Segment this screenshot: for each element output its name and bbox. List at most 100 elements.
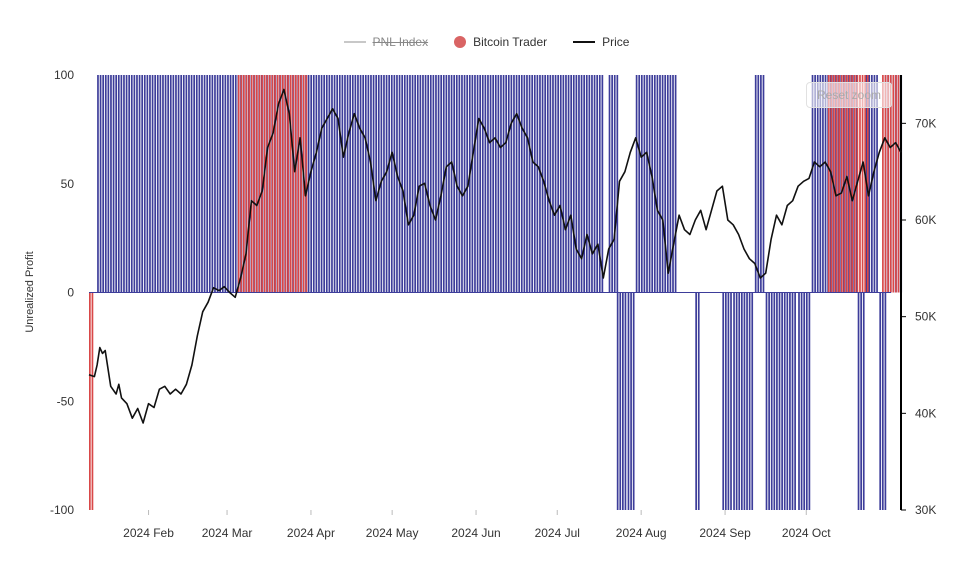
pnl-index-bar	[406, 75, 409, 293]
bitcoin-trader-bar	[840, 75, 843, 293]
pnl-index-bar	[562, 75, 565, 293]
pnl-index-bar	[208, 75, 211, 293]
pnl-index-bar	[445, 75, 448, 293]
pnl-index-bar	[860, 292, 862, 510]
pnl-index-bar	[697, 292, 700, 510]
pnl-index-bar	[310, 75, 313, 293]
pnl-index-bar	[346, 75, 349, 293]
pnl-index-bar	[552, 75, 554, 293]
bitcoin-trader-bar	[282, 75, 284, 293]
bitcoin-trader-bar	[292, 75, 295, 293]
pnl-index-bar	[762, 75, 765, 293]
pnl-index-bar	[616, 292, 619, 510]
y2-tick-label: 60K	[915, 213, 936, 227]
pnl-index-bar	[760, 75, 762, 293]
pnl-index-bar	[458, 75, 461, 293]
pnl-index-bar	[811, 75, 814, 293]
bitcoin-trader-bar	[830, 75, 833, 293]
pnl-index-bar	[214, 75, 216, 293]
pnl-index-bar	[768, 292, 770, 510]
pnl-index-bar	[487, 75, 489, 293]
pnl-index-bar	[481, 75, 484, 293]
pnl-index-bar	[331, 75, 333, 293]
bitcoin-trader-bar	[253, 75, 256, 293]
bitcoin-trader-bar	[243, 75, 245, 293]
pnl-index-bar	[396, 75, 398, 293]
bitcoin-trader-bar	[838, 75, 841, 293]
pnl-index-bar	[362, 75, 365, 293]
pnl-index-bar	[234, 75, 237, 293]
legend-item-price[interactable]: Price	[573, 35, 629, 49]
bitcoin-trader-bar	[250, 75, 253, 293]
legend-item-bitcoin-trader[interactable]: Bitcoin Trader	[454, 35, 547, 49]
legend-label-price: Price	[602, 35, 630, 49]
pnl-index-bar	[674, 75, 677, 293]
bitcoin-trader-bar	[835, 75, 838, 293]
pnl-index-bar	[492, 75, 495, 293]
pnl-index-bar	[549, 75, 552, 293]
y-tick-label: 0	[67, 286, 74, 300]
pnl-index-bar	[632, 292, 635, 510]
pnl-index-bar	[138, 75, 141, 293]
pnl-index-bar	[211, 75, 214, 293]
pnl-index-bar	[578, 75, 580, 293]
bitcoin-trader-bar	[866, 75, 869, 293]
pnl-index-bar	[765, 292, 768, 510]
bitcoin-trader-bar	[91, 292, 94, 510]
pnl-index-bar	[476, 75, 479, 293]
pnl-index-bar	[559, 75, 562, 293]
pnl-index-bar	[575, 75, 578, 293]
pnl-index-bar	[523, 75, 526, 293]
pnl-index-bar	[471, 75, 474, 293]
legend-item-pnl-index[interactable]: PNL Index	[343, 35, 428, 49]
pnl-index-bar	[102, 75, 105, 293]
pnl-index-bar	[435, 75, 437, 293]
pnl-index-bar	[448, 75, 450, 293]
pnl-index-bar	[432, 75, 435, 293]
pnl-index-bar	[229, 75, 232, 293]
pnl-index-bar	[466, 75, 469, 293]
pnl-index-bar	[664, 75, 667, 293]
x-tick-label: 2024 Mar	[202, 526, 253, 540]
pnl-index-bar	[403, 75, 406, 293]
bitcoin-trader-bar	[271, 75, 274, 293]
pnl-index-bar	[513, 75, 515, 293]
pnl-index-bar	[613, 75, 616, 293]
y-tick-label: 50	[61, 177, 75, 191]
pnl-index-bar	[474, 75, 476, 293]
pnl-index-bar	[805, 292, 808, 510]
bitcoin-trader-bar	[848, 75, 851, 293]
pnl-index-bar	[816, 75, 819, 293]
pnl-index-bar	[370, 75, 372, 293]
pnl-index-bar	[461, 75, 463, 293]
x-tick-label: 2024 Jun	[451, 526, 500, 540]
pnl-index-bar	[416, 75, 419, 293]
pnl-index-bar	[738, 292, 741, 510]
pnl-index-bar	[143, 75, 146, 293]
pnl-index-bar	[669, 75, 672, 293]
pnl-index-bar	[808, 292, 811, 510]
pnl-index-bar	[593, 75, 596, 293]
pnl-index-bar	[195, 75, 198, 293]
bitcoin-trader-bar	[827, 75, 830, 293]
pnl-index-bar	[533, 75, 536, 293]
pnl-index-bar	[630, 292, 632, 510]
pnl-index-bar	[541, 75, 544, 293]
pnl-index-bar	[656, 75, 659, 293]
pnl-index-bar	[175, 75, 177, 293]
pnl-index-bar	[463, 75, 466, 293]
x-tick-label: 2024 Sep	[699, 526, 751, 540]
reset-zoom-button[interactable]: Reset zoom	[806, 82, 892, 108]
pnl-index-bar	[881, 292, 884, 510]
pnl-index-bar	[814, 75, 816, 293]
pnl-index-bar	[722, 292, 725, 510]
pnl-index-bar	[437, 75, 440, 293]
pnl-index-bar	[149, 75, 151, 293]
bitcoin-trader-bar	[297, 75, 300, 293]
pnl-index-bar	[601, 75, 604, 293]
pnl-index-swatch	[343, 41, 366, 43]
bitcoin-trader-bar	[853, 75, 856, 293]
bitcoin-trader-bar	[300, 75, 302, 293]
pnl-index-bar	[318, 75, 320, 293]
pnl-index-bar	[141, 75, 144, 293]
